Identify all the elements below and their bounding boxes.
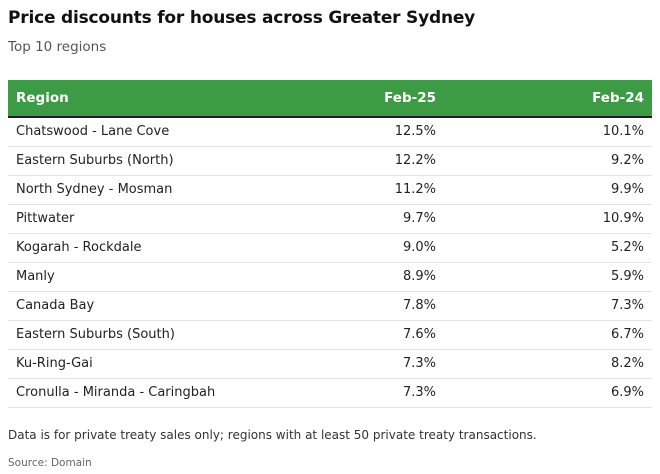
table-row: Ku-Ring-Gai 7.3% 8.2% [8,349,652,379]
table-row: Eastern Suburbs (North) 12.2% 9.2% [8,146,652,176]
cell-region: Eastern Suburbs (South) [8,320,352,350]
chart-subtitle: Top 10 regions [8,39,107,55]
cell-region: Pittwater [8,204,352,234]
cell-region: Canada Bay [8,291,352,321]
cell-feb-25: 8.9% [352,262,444,292]
cell-feb-24: 5.9% [444,262,652,292]
column-header-feb-25: Feb-25 [352,80,444,118]
column-header-feb-24: Feb-24 [444,80,652,118]
cell-region: Manly [8,262,352,292]
cell-region: Eastern Suburbs (North) [8,146,352,176]
table-row: Canada Bay 7.8% 7.3% [8,291,652,321]
cell-region: Kogarah - Rockdale [8,233,352,263]
cell-feb-24: 6.9% [444,378,652,408]
cell-feb-25: 7.8% [352,291,444,321]
cell-feb-25: 12.2% [352,146,444,176]
cell-feb-25: 12.5% [352,117,444,147]
cell-region: Ku-Ring-Gai [8,349,352,379]
cell-feb-24: 7.3% [444,291,652,321]
cell-feb-24: 5.2% [444,233,652,263]
cell-feb-24: 9.9% [444,175,652,205]
table-row: Cronulla - Miranda - Caringbah 7.3% 6.9% [8,378,652,408]
cell-feb-24: 9.2% [444,146,652,176]
cell-region: North Sydney - Mosman [8,175,352,205]
discount-table: Region Feb-25 Feb-24 Chatswood - Lane Co… [8,80,652,408]
table-row: Kogarah - Rockdale 9.0% 5.2% [8,233,652,263]
table-row: Manly 8.9% 5.9% [8,262,652,292]
table-body: Chatswood - Lane Cove 12.5% 10.1% Eastern S… [8,117,652,408]
table-row: Pittwater 9.7% 10.9% [8,204,652,234]
chart-title: Price discounts for houses across Greate… [8,8,476,28]
cell-feb-25: 9.7% [352,204,444,234]
cell-feb-24: 6.7% [444,320,652,350]
cell-feb-25: 9.0% [352,233,444,263]
cell-feb-25: 7.6% [352,320,444,350]
cell-region: Cronulla - Miranda - Caringbah [8,378,352,408]
table-row: Chatswood - Lane Cove 12.5% 10.1% [8,117,652,147]
cell-region: Chatswood - Lane Cove [8,117,352,147]
cell-feb-24: 8.2% [444,349,652,379]
cell-feb-25: 7.3% [352,378,444,408]
cell-feb-25: 11.2% [352,175,444,205]
cell-feb-25: 7.3% [352,349,444,379]
footnote: Data is for private treaty sales only; r… [8,428,537,442]
source-note: Source: Domain [8,457,92,469]
table-row: Eastern Suburbs (South) 7.6% 6.7% [8,320,652,350]
column-header-region: Region [8,80,352,118]
table-header-row: Region Feb-25 Feb-24 [8,80,652,118]
table-row: North Sydney - Mosman 11.2% 9.9% [8,175,652,205]
cell-feb-24: 10.1% [444,117,652,147]
cell-feb-24: 10.9% [444,204,652,234]
